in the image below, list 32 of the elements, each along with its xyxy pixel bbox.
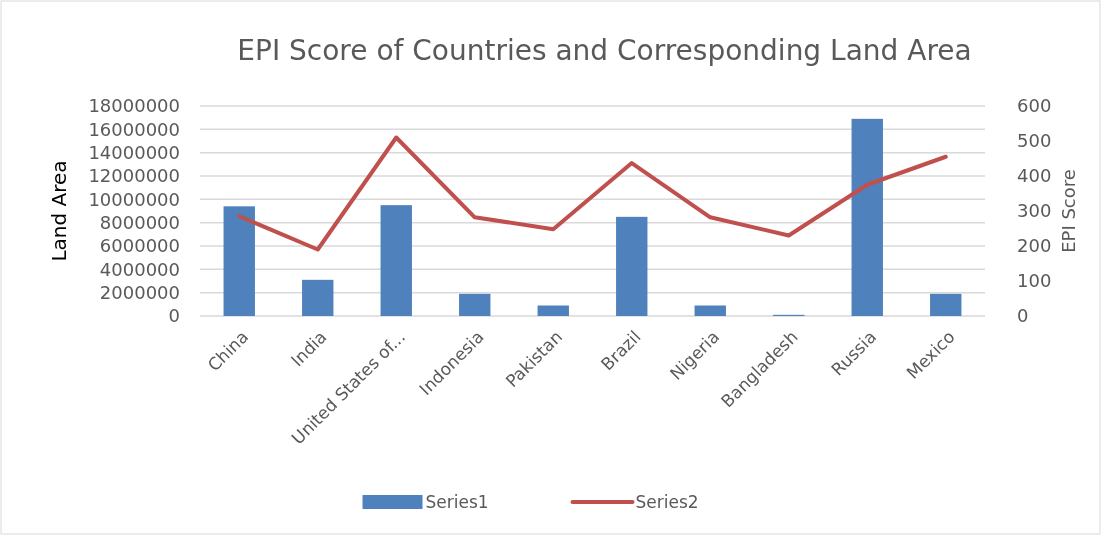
y-axis-title: Land Area: [47, 160, 71, 262]
bar: [694, 305, 726, 316]
bar: [930, 293, 962, 316]
bar: [302, 279, 334, 316]
bar: [537, 305, 569, 316]
bar: [380, 205, 412, 316]
y-tick-label: 0: [168, 305, 180, 327]
y2-axis-title: EPI Score: [1058, 169, 1079, 253]
bar: [223, 206, 255, 316]
y-tick-label: 4000000: [99, 258, 180, 280]
chart-title: EPI Score of Countries and Corresponding Land Area: [237, 34, 972, 67]
y2-tick-label: 200: [1017, 235, 1052, 257]
bar: [851, 118, 883, 316]
y-tick-label: 12000000: [88, 165, 180, 187]
y-tick-label: 10000000: [88, 188, 180, 210]
bar: [616, 216, 648, 316]
y2-tick-label: 300: [1017, 200, 1052, 222]
legend-label: Series2: [635, 491, 699, 512]
bar: [459, 293, 491, 316]
y-tick-label: 8000000: [99, 211, 180, 233]
y2-tick-label: 400: [1017, 165, 1052, 187]
y2-tick-label: 100: [1017, 270, 1052, 292]
y2-tick-label: 600: [1017, 95, 1052, 117]
y-tick-label: 16000000: [88, 118, 180, 140]
y-tick-label: 14000000: [88, 141, 180, 163]
y2-tick-label: 500: [1017, 130, 1052, 152]
y-tick-label: 6000000: [99, 235, 180, 257]
y2-tick-label: 0: [1017, 305, 1029, 327]
y-tick-label: 2000000: [99, 281, 180, 303]
y-tick-label: 18000000: [88, 95, 180, 117]
line-series: [237, 135, 948, 252]
legend-label: Series1: [425, 491, 489, 512]
